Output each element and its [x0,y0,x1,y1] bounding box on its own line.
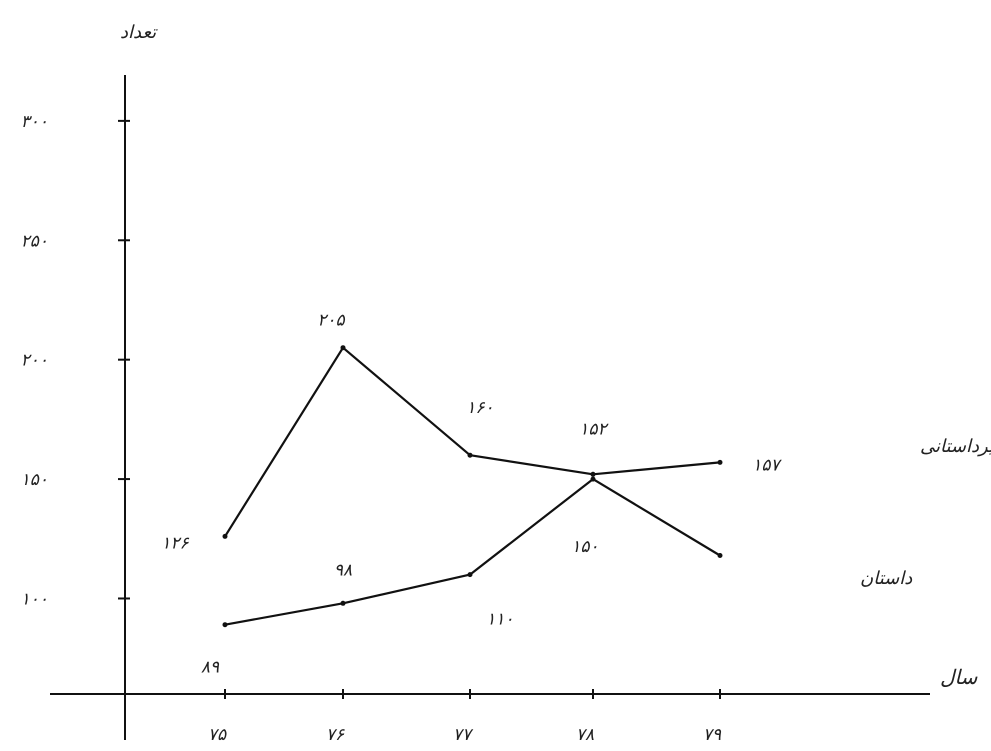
series-group [222,345,723,628]
data-value-label: ۱۵۲ [579,419,609,439]
y-tick-label: ۱۰۰ [21,589,48,609]
x-axis-title: سال [940,665,978,689]
y-tick-group: ۱۰۰ ۱۵۰ ۲۰۰ ۲۵۰ ۳۰۰ [21,112,130,609]
data-value-label: ۹۸ [334,560,352,580]
x-tick-label: ۷۹ [703,725,722,745]
data-point [717,459,723,465]
series-name-label: غیرداستانی [920,436,991,457]
x-tick-label: ۷۶ [326,725,345,745]
data-value-label: ۱۱۰ [486,610,513,630]
data-value-label: ۲۰۵ [317,311,345,331]
y-tick-label: ۱۵۰ [21,470,48,490]
y-tick-label: ۳۰۰ [21,112,48,132]
y-tick-label: ۲۰۰ [21,351,48,371]
data-value-label: ۸۹ [201,658,220,678]
data-point [340,345,346,351]
x-tick-label: ۷۵ [208,725,227,745]
data-point [222,622,228,628]
data-point [717,553,723,558]
y-axis-title: تعداد [120,22,158,43]
data-value-label: ۱۵۰ [571,537,598,557]
data-value-label: ۱۵۷ [752,455,782,475]
x-tick-label: ۷۸ [576,725,594,745]
x-tick-label: ۷۷ [453,725,474,745]
value-label-group: ۱۲۶ ۲۰۵ ۱۶۰ ۱۵۲ ۱۵۷ ۸۹ ۹۸ ۱۱۰ ۱۵۰ [161,311,782,678]
data-point [467,452,473,458]
series-name-label: داستان [860,568,913,589]
data-point [222,533,228,539]
y-tick-label: ۲۵۰ [21,231,48,251]
series-line-2 [224,478,721,626]
data-point [590,471,596,477]
data-point [467,572,473,578]
data-value-label: ۱۲۶ [161,533,189,553]
data-point [340,600,346,606]
series-line-1 [224,346,721,537]
x-tick-group: ۷۵ ۷۶ ۷۷ ۷۸ ۷۹ [208,689,722,745]
data-value-label: ۱۶۰ [466,398,493,418]
series-name-group: غیرداستانی داستان [860,436,991,589]
data-point [590,476,596,482]
